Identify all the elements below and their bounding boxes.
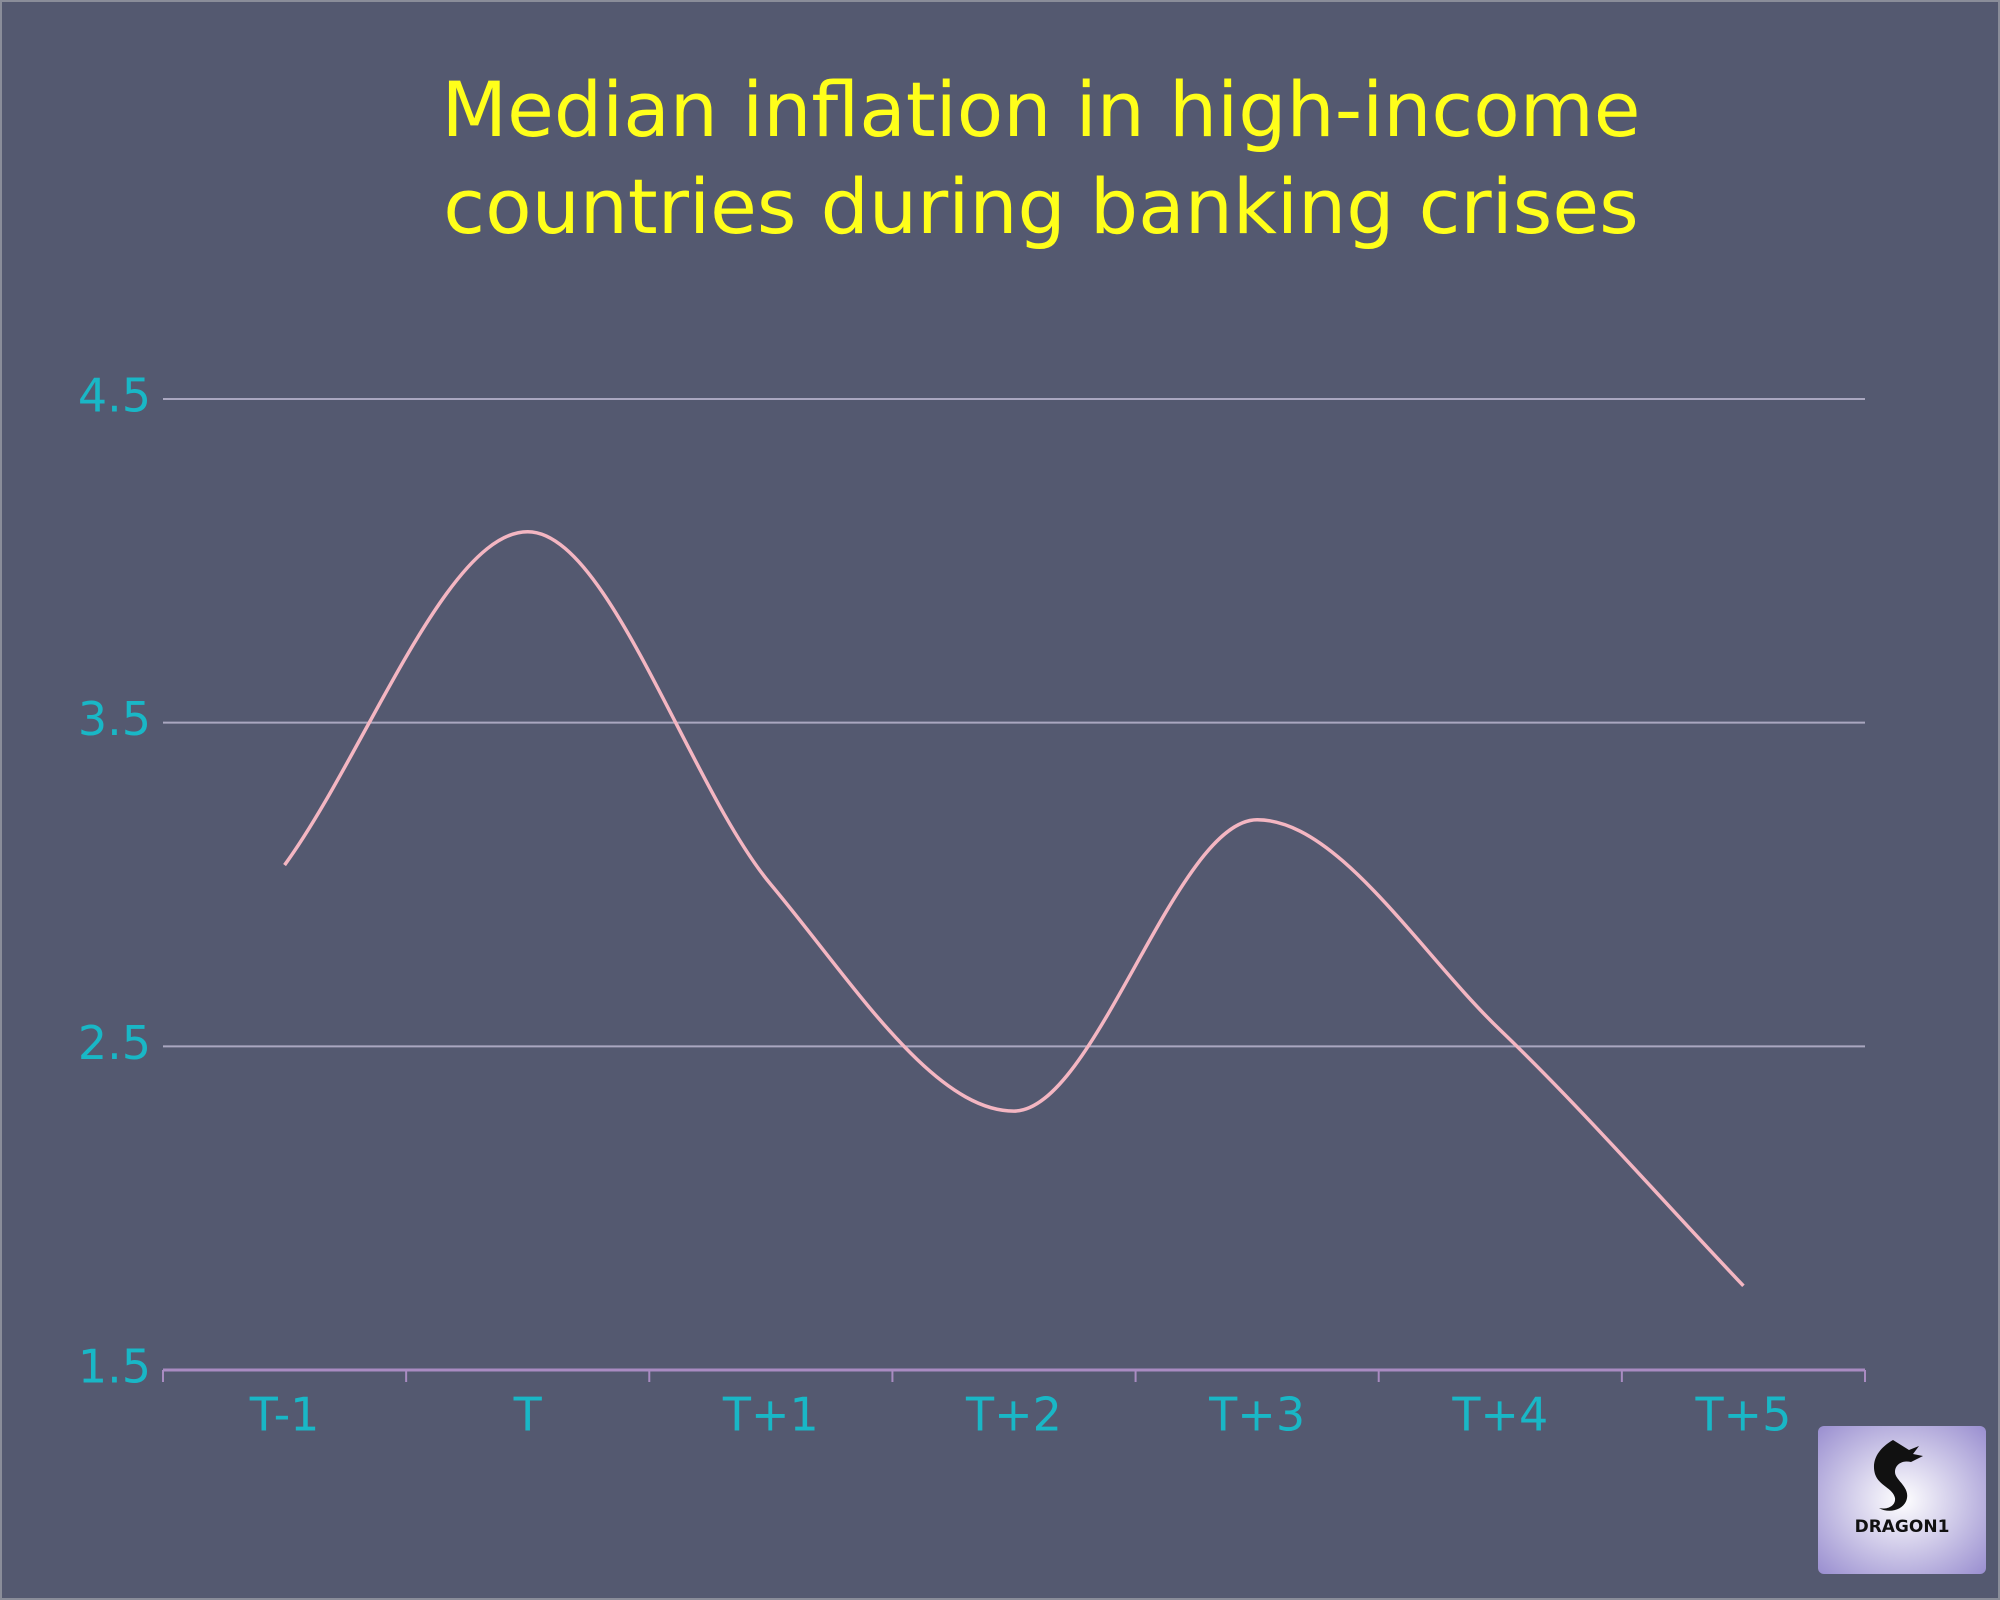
x-tick-label: T+2	[965, 1388, 1062, 1442]
x-tick-label: T-1	[249, 1388, 320, 1442]
watermark-logo	[1873, 1440, 1923, 1511]
x-tick-label: T+5	[1694, 1388, 1791, 1442]
line	[283, 529, 1745, 1288]
x-tick-label: T+4	[1451, 1388, 1548, 1442]
x-tick-label: T+3	[1208, 1388, 1305, 1442]
watermark-text: DRAGON1	[1855, 1517, 1950, 1537]
x-tick-label: T	[513, 1388, 543, 1442]
chart-title: countries during banking crises	[443, 162, 1638, 251]
y-tick-label: 4.5	[78, 369, 151, 423]
y-tick-label: 2.5	[78, 1016, 151, 1070]
chart-title: Median inflation in high-income	[442, 65, 1641, 154]
x-tick-label: T+1	[722, 1388, 819, 1442]
y-tick-label: 1.5	[78, 1340, 151, 1394]
y-tick-label: 3.5	[78, 692, 151, 746]
